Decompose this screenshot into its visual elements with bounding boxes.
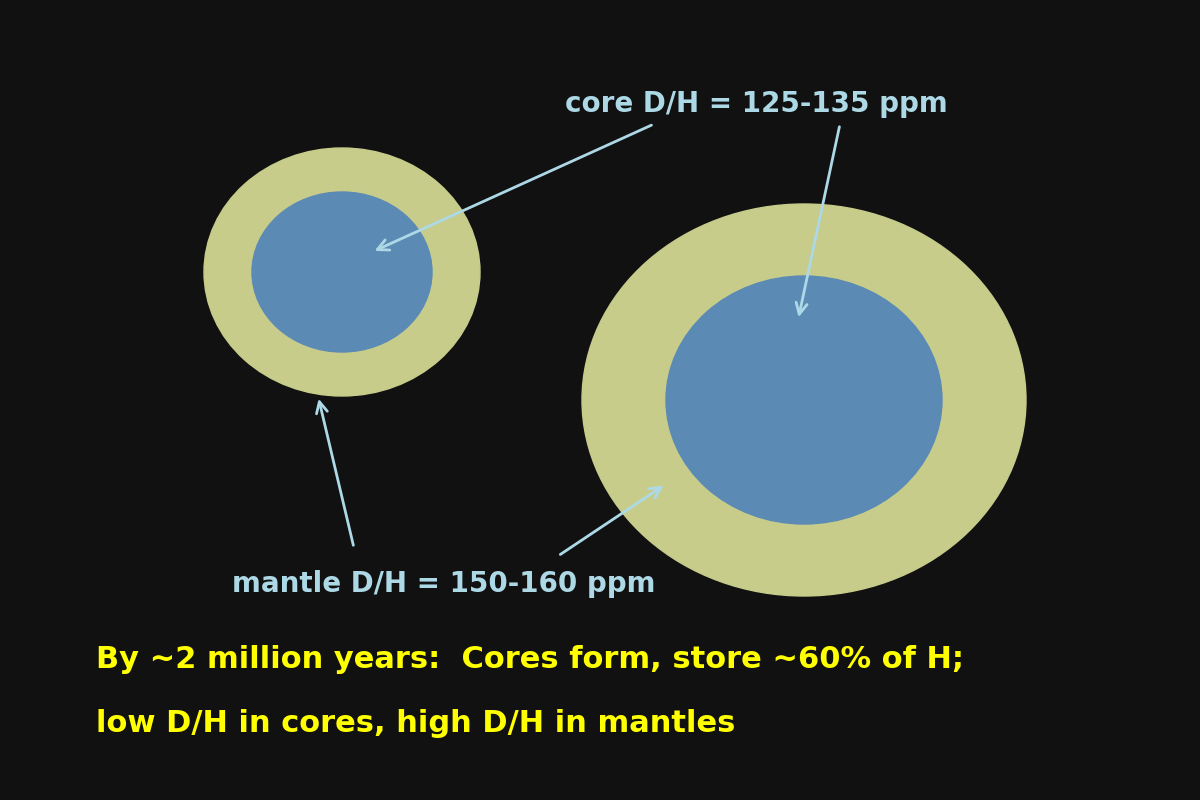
Ellipse shape	[582, 204, 1026, 596]
Ellipse shape	[252, 192, 432, 352]
Text: mantle D/H = 150-160 ppm: mantle D/H = 150-160 ppm	[233, 570, 655, 598]
Ellipse shape	[666, 276, 942, 524]
Text: By ~2 million years:  Cores form, store ~60% of H;: By ~2 million years: Cores form, store ~…	[96, 646, 964, 674]
Text: core D/H = 125-135 ppm: core D/H = 125-135 ppm	[565, 90, 947, 118]
Text: low D/H in cores, high D/H in mantles: low D/H in cores, high D/H in mantles	[96, 710, 736, 738]
Ellipse shape	[204, 148, 480, 396]
